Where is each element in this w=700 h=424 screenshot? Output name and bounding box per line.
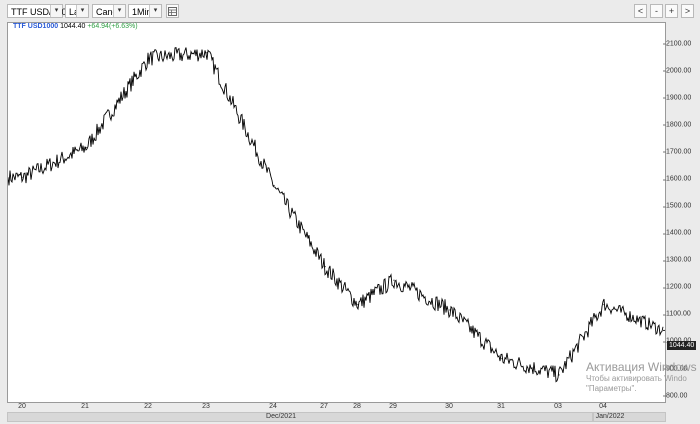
scroll-right-button[interactable]: > [681,4,694,18]
watermark-title: Активация Windows [586,360,697,374]
symbol-select-label: TTF USD/100 [11,7,67,17]
y-tick-label: 1600.00 [662,175,692,183]
watermark-subtitle: Чтобы активировать Windo [586,374,687,383]
x-tick-label: 29 [389,403,397,410]
month-label: Dec/2021 [266,413,296,420]
y-tick-label: 1900.00 [662,94,692,102]
windows-activation-watermark: Активация Windows Чтобы активировать Win… [586,360,697,394]
price-point [501,358,503,360]
price-point [393,279,395,281]
price-chart[interactable] [8,23,665,402]
price-point [357,303,359,306]
legend-price: 1044.40 [60,23,86,30]
month-band-jan [593,412,666,422]
chart-legend: TTF USD1000 1044.40 +64.94(+6.63%) [13,23,138,30]
x-tick-label: 27 [320,403,328,410]
y-tick-label: 1800.00 [662,121,692,129]
price-point [206,52,208,54]
y-tick-label: 800.00 [662,392,688,400]
y-tick-label: 1700.00 [662,148,692,156]
settings-button[interactable] [166,4,179,18]
zoom-out-button[interactable]: - [650,4,663,18]
chart-area[interactable] [7,22,666,403]
zoom-in-button[interactable]: + [665,4,678,18]
chevron-down-icon[interactable]: ▾ [76,5,88,17]
y-tick-label: 1200.00 [662,283,692,291]
price-point [603,303,605,306]
watermark-subtitle: "Параметры". [586,384,637,393]
chart-type-label: Candle [96,7,125,17]
legend-symbol: TTF USD1000 [13,23,59,30]
y-tick-label: 1300.00 [662,256,692,264]
y-tick-label: 2100.00 [662,40,692,48]
y-tick-label: 1100.00 [663,310,691,318]
current-price-tag: 1044.40 [667,341,697,350]
x-tick-label: 23 [202,403,210,410]
price-type-select[interactable]: Last ▾ [65,4,89,18]
price-point [273,184,275,187]
x-tick-label: 21 [81,403,89,410]
x-tick-label: 20 [18,403,26,410]
chart-type-select[interactable]: Candle ▾ [92,4,126,18]
scroll-left-button[interactable]: < [634,4,647,18]
price-point [324,266,326,268]
interval-select[interactable]: 1Min ▾ [128,4,162,18]
symbol-select[interactable]: TTF USD/100 ▾ [7,4,67,18]
grid-icon [168,7,177,16]
price-series-line [8,47,664,383]
x-tick-label: 31 [497,403,505,410]
chart-toolbar: TTF USD/100 ▾ Last ▾ Candle ▾ 1Min ▾ < -… [0,0,700,22]
price-point [148,57,150,59]
x-tick-label: 28 [353,403,361,410]
price-point [558,374,560,376]
y-tick-label: 1400.00 [662,229,692,237]
x-tick-label: 30 [445,403,453,410]
price-point [22,176,24,178]
time-axis[interactable]: Dec/2021 Jan/2022 20 21 22 23 24 27 28 29 30 31 03… [7,403,666,424]
chevron-down-icon[interactable]: ▾ [50,5,62,17]
price-point [449,309,451,311]
y-tick-label: 2000.00 [662,67,692,75]
chevron-down-icon[interactable]: ▾ [149,5,161,17]
legend-change: +64.94(+6.63%) [87,23,138,30]
x-tick-label: 22 [144,403,152,410]
y-tick-label: 900.00 [662,365,688,372]
interval-label: 1Min [132,7,152,17]
y-tick-label: 1500.00 [662,202,692,210]
month-label: Jan/2022 [595,413,625,420]
x-tick-label: 03 [554,403,562,410]
chevron-down-icon[interactable]: ▾ [113,5,125,17]
price-point [85,146,87,149]
x-tick-label: 24 [269,403,277,410]
x-tick-label: 04 [599,403,607,410]
month-band-dec [7,412,593,422]
